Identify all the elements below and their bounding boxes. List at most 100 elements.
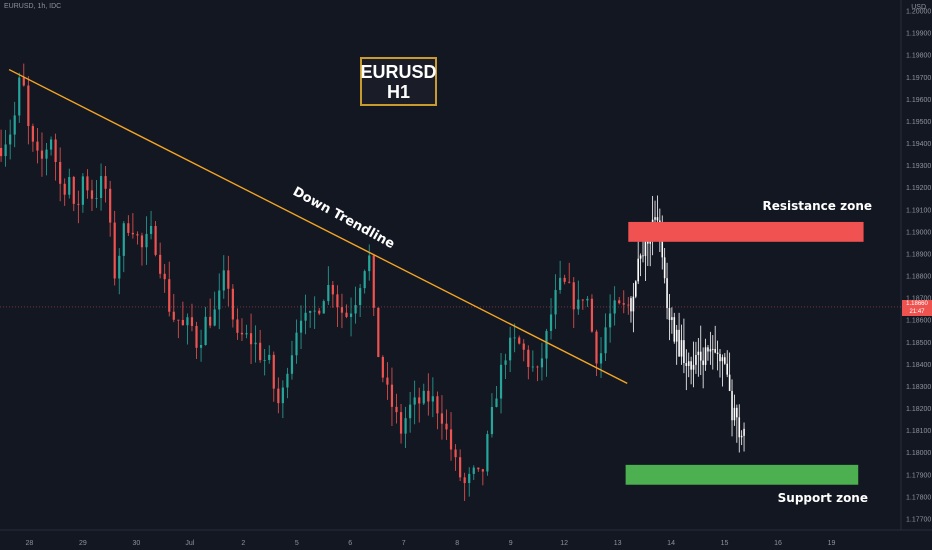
symbol-box: EURUSD H1: [360, 57, 437, 106]
candle-body: [472, 467, 475, 474]
time-tick-label: 8: [455, 540, 459, 547]
projection-candle-body: [702, 360, 704, 365]
candle-body: [9, 134, 12, 145]
candle-body: [549, 314, 553, 331]
projection-candle-body: [728, 374, 731, 391]
projection-candle-body: [630, 298, 632, 312]
time-tick-label: 14: [667, 540, 675, 547]
candle-body: [131, 232, 134, 235]
time-tick-label: 30: [132, 540, 140, 547]
time-tick-label: 9: [509, 540, 513, 547]
price-tick-label: 1.18500: [906, 340, 931, 347]
down-trendline: [8, 68, 628, 384]
candle-body: [299, 320, 303, 333]
projection-candle-body: [654, 217, 656, 220]
candle-body: [295, 332, 298, 356]
candle-body: [209, 316, 212, 326]
candle-body: [431, 396, 434, 402]
candle-body: [109, 188, 112, 223]
projection-candle-body: [680, 340, 683, 357]
candle-body: [49, 139, 53, 150]
current-price-value: 1.18660: [906, 301, 928, 307]
projection-candle-body: [671, 317, 673, 320]
price-axis[interactable]: 1.17700 1.17800 1.17900 1.18000 1.18100 1.182…: [906, 9, 931, 524]
price-tick-label: 1.17900: [906, 472, 931, 479]
candle-body: [186, 317, 189, 326]
projection-candle-body: [663, 257, 666, 279]
projection-candle-body: [726, 363, 729, 375]
candle-body: [149, 225, 153, 234]
timeframe-text: H1: [386, 81, 410, 102]
candle-body: [363, 271, 366, 289]
candle-body: [422, 390, 425, 404]
price-tick-label: 1.18100: [906, 428, 931, 435]
projection-candle-body: [637, 258, 639, 282]
candle-body: [318, 310, 321, 314]
candle-body: [395, 406, 398, 413]
price-tick-label: 1.19200: [906, 185, 931, 192]
candles-layer[interactable]: [0, 63, 745, 501]
candle-body: [245, 333, 248, 335]
candle-body: [277, 388, 280, 404]
candle-body: [345, 312, 348, 317]
price-tick-label: 1.18800: [906, 274, 931, 281]
candle-body: [27, 85, 30, 127]
time-tick-label: 19: [828, 540, 836, 547]
candle-body: [104, 176, 107, 189]
candle-body: [213, 309, 216, 326]
candle-body: [63, 183, 66, 195]
projection-candle-body: [743, 428, 745, 436]
price-tick-label: 1.18700: [906, 296, 931, 303]
candle-body: [127, 223, 130, 233]
candle-body: [227, 270, 230, 289]
candle-body: [486, 434, 489, 472]
price-tick-label: 1.18300: [906, 384, 931, 391]
projection-candle-body: [733, 407, 736, 421]
price-tick-label: 1.18400: [906, 362, 931, 369]
candle-body: [95, 197, 98, 199]
projection-candle-body: [690, 361, 692, 370]
projection-candle-body: [661, 232, 664, 258]
candle-body: [231, 288, 234, 320]
candle-body: [468, 473, 471, 484]
candle-body: [404, 418, 407, 434]
candle-body: [40, 150, 44, 159]
candle-body: [590, 298, 594, 332]
candle-body: [168, 279, 171, 312]
candle-body: [240, 332, 244, 335]
candle-body: [518, 337, 521, 344]
candle-body: [199, 345, 203, 348]
candle-body: [99, 176, 103, 198]
time-axis[interactable]: 28 29 30 Jul 2 5 6 7 8 9 12 13 14 15 16 19: [26, 540, 836, 547]
axis-currency-label: USD: [911, 4, 926, 11]
projection-candle-body: [707, 347, 709, 352]
candle-body: [609, 313, 612, 328]
candle-body: [218, 290, 221, 310]
candle-body: [263, 360, 266, 361]
symbol-text: EURUSD: [360, 61, 437, 82]
candle-body: [413, 397, 416, 405]
candle-body: [618, 300, 621, 304]
candle-body: [554, 289, 557, 315]
candle-body: [568, 281, 571, 283]
candle-body: [272, 354, 275, 389]
overlay-layer[interactable]: [8, 68, 864, 485]
projection-candle-body: [709, 349, 712, 352]
candle-body: [177, 319, 180, 321]
projection-candle-body: [714, 349, 716, 353]
candle-body: [204, 316, 207, 346]
candle-body: [72, 177, 75, 204]
candle-body: [577, 299, 580, 310]
candle-body: [522, 343, 525, 350]
price-tick-label: 1.19700: [906, 75, 931, 82]
projection-candle-body: [675, 329, 678, 342]
candle-body: [499, 364, 503, 399]
resistance-zone: [628, 221, 864, 242]
candle-body: [545, 330, 548, 359]
price-tick-label: 1.20000: [906, 9, 931, 16]
candle-body: [136, 234, 139, 236]
projection-candle-body: [699, 351, 702, 361]
candle-body: [390, 384, 394, 407]
candle-body: [604, 327, 607, 354]
